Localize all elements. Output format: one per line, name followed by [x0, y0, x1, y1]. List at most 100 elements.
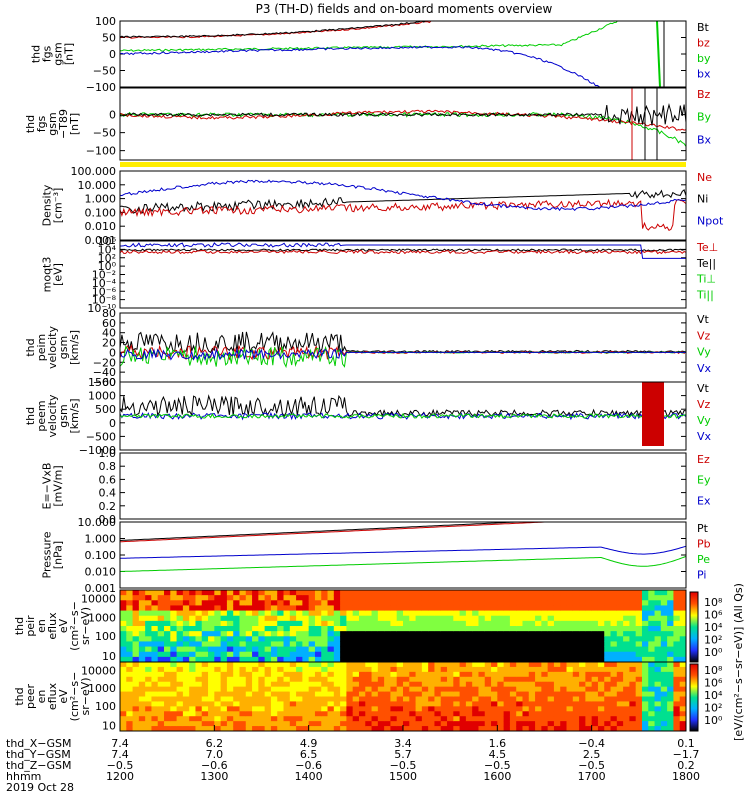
heatmap-cell [208, 626, 215, 632]
heatmap-cell [541, 726, 549, 732]
heatmap-cell [434, 711, 442, 717]
heatmap-cell [258, 626, 266, 632]
heatmap-cell [459, 691, 467, 697]
heatmap-cell [377, 696, 385, 702]
heatmap-cell [264, 711, 272, 717]
heatmap-cell [182, 721, 190, 727]
heatmap-cell [660, 651, 668, 658]
heatmap-cell [289, 706, 297, 712]
series-line-bx [120, 45, 601, 87]
y-axis-label-line: (cm²−s− [68, 601, 81, 651]
heatmap-cell [572, 726, 580, 732]
legend-entry: Te⊥ [696, 241, 718, 254]
heatmap-cell [189, 636, 196, 642]
heatmap-cell [346, 701, 354, 707]
heatmap-cell [572, 656, 580, 663]
heatmap-cell [346, 721, 354, 727]
panel-pressure: 10.0001.0000.1000.0100.001Pressure[nPa]P… [41, 516, 711, 595]
heatmap-cell [302, 595, 310, 601]
heatmap-cell [333, 691, 341, 697]
heatmap-cell [560, 671, 568, 678]
heatmap-cell [560, 701, 568, 707]
legend-entry: bx [697, 68, 711, 81]
heatmap-cell [308, 662, 316, 668]
heatmap-cell [648, 626, 656, 632]
heatmap-cell [214, 615, 222, 622]
heatmap-cell [491, 610, 498, 617]
heatmap-cell [491, 681, 498, 688]
heatmap-cell [421, 671, 429, 678]
y-tick-label: 40 [102, 327, 116, 340]
heatmap-cell [314, 701, 322, 707]
heatmap-cell [648, 646, 656, 653]
heatmap-cell [635, 626, 643, 632]
heatmap-cell [208, 651, 215, 658]
heatmap-cell [151, 726, 159, 732]
heatmap-cell [415, 681, 423, 688]
heatmap-cell [396, 711, 404, 717]
heatmap-cell [182, 641, 190, 648]
heatmap-cell [478, 686, 486, 693]
heatmap-cell [377, 711, 385, 717]
y-axis-label-line: Density [41, 184, 54, 226]
heatmap-cell [390, 590, 398, 596]
heatmap-cell [164, 701, 171, 707]
series-spike [656, 21, 661, 87]
heatmap-cell [503, 595, 511, 601]
heatmap-cell [535, 706, 542, 712]
heatmap-cell [509, 626, 517, 632]
heatmap-cell [522, 651, 530, 658]
heatmap-cell [302, 641, 310, 648]
heatmap-cell [623, 595, 630, 601]
heatmap-cell [321, 686, 329, 693]
heatmap-cell [560, 716, 568, 722]
heatmap-cell [138, 626, 146, 632]
heatmap-cell [503, 716, 511, 722]
heatmap-cell [623, 615, 630, 622]
heatmap-cell [585, 711, 593, 717]
heatmap-cell [629, 595, 637, 601]
heatmap-cell [585, 676, 593, 683]
heatmap-cell [283, 620, 291, 627]
heatmap-cell [409, 590, 417, 596]
heatmap-cell [308, 615, 316, 622]
heatmap-cell [358, 711, 366, 717]
heatmap-cell [390, 671, 398, 678]
heatmap-cell [484, 726, 492, 732]
heatmap-cell [358, 651, 366, 658]
heatmap-cell [415, 590, 423, 596]
heatmap-cell [132, 662, 140, 668]
heatmap-cell [648, 595, 656, 601]
heatmap-cell [553, 721, 561, 727]
heatmap-cell [434, 590, 442, 596]
heatmap-cell [340, 706, 347, 712]
heatmap-cell [327, 662, 335, 668]
heatmap-cell [352, 726, 360, 732]
heatmap-cell [189, 666, 196, 673]
heatmap-cell [390, 641, 398, 648]
heatmap-cell [296, 631, 303, 637]
heatmap-cell [252, 681, 259, 688]
heatmap-cell [138, 681, 146, 688]
heatmap-cell [503, 686, 511, 693]
heatmap-cell [472, 636, 479, 642]
heatmap-cell [648, 681, 656, 688]
heatmap-cell [126, 646, 134, 653]
heatmap-cell [528, 681, 536, 688]
heatmap-cell [214, 605, 222, 612]
heatmap-cell [396, 636, 404, 642]
heatmap-cell [447, 646, 454, 653]
heatmap-cell [553, 605, 561, 612]
heatmap-cell [365, 711, 373, 717]
heatmap-cell [164, 676, 171, 683]
heatmap-cell [440, 706, 448, 712]
heatmap-cell [201, 620, 209, 627]
y-tick-label: 10⁻¹⁰ [87, 302, 116, 315]
heatmap-cell [321, 626, 329, 632]
heatmap-cell [132, 671, 140, 678]
heatmap-cell [403, 686, 410, 693]
heatmap-cell [415, 615, 423, 622]
heatmap-cell [648, 620, 656, 627]
heatmap-cell [641, 651, 649, 658]
